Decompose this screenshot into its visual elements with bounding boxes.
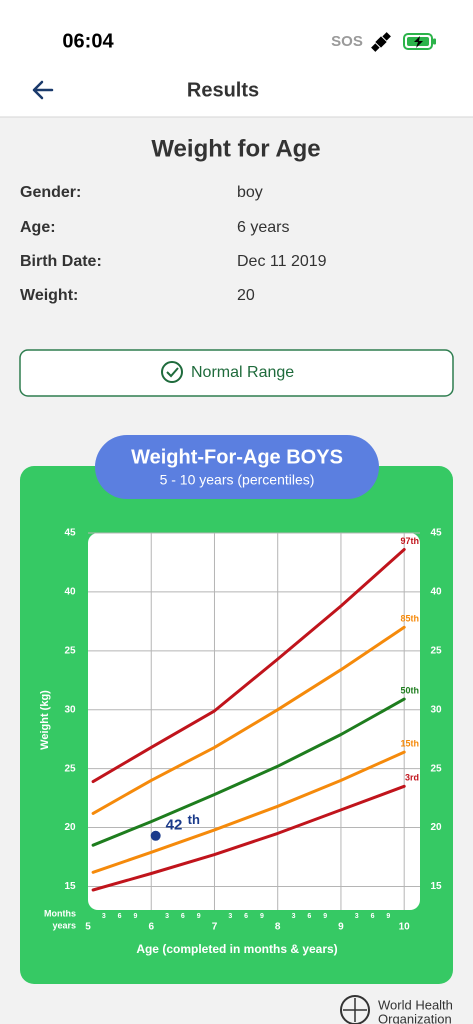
info-label: Birth Date: xyxy=(20,253,102,270)
x-minor-tick-label: 3 xyxy=(228,913,232,920)
x-minor-tick-label: 3 xyxy=(165,913,169,920)
y-tick-label: 25 xyxy=(430,763,442,774)
x-minor-tick-label: 3 xyxy=(292,913,296,920)
x-unit-label: years xyxy=(52,920,76,930)
who-logo xyxy=(340,995,370,1024)
x-minor-tick-label: 6 xyxy=(307,913,311,920)
percentile-line xyxy=(91,548,406,784)
percentile-line xyxy=(91,784,406,892)
info-label: Weight: xyxy=(20,287,78,304)
x-minor-tick-label: 3 xyxy=(355,913,359,920)
x-minor-tick-label: 6 xyxy=(244,913,248,920)
percentile-line xyxy=(91,750,406,874)
x-minor-tick-label: 9 xyxy=(197,913,201,920)
top-bar xyxy=(0,0,473,117)
x-minor-tick-label: 9 xyxy=(133,913,137,920)
info-value: 20 xyxy=(237,287,255,304)
info-value: Dec 11 2019 xyxy=(237,253,327,270)
y-tick-label: 30 xyxy=(430,704,442,715)
button-frame xyxy=(19,349,454,397)
percentile-label: 85th xyxy=(400,614,419,624)
y-tick-label: 15 xyxy=(64,881,76,892)
plot-area xyxy=(88,533,420,910)
y-tick-label: 25 xyxy=(64,645,76,656)
check-mark xyxy=(166,367,179,378)
x-unit-label: Months xyxy=(44,908,76,918)
chart-subtitle: 5 - 10 years (percentiles) xyxy=(160,472,315,488)
percentile-line xyxy=(91,625,406,815)
y-tick-label: 30 xyxy=(64,704,76,715)
y-tick-label: 25 xyxy=(430,645,442,656)
page-title: Weight for Age xyxy=(151,135,320,162)
x-minor-tick-label: 6 xyxy=(181,913,185,920)
clock: 06:04 xyxy=(62,30,114,52)
x-minor-tick-label: 9 xyxy=(323,913,327,920)
percentile-label: 50th xyxy=(400,685,419,695)
y-tick-label: 45 xyxy=(430,528,442,539)
x-minor-tick-label: 6 xyxy=(118,913,122,920)
x-tick-label: 10 xyxy=(399,922,411,933)
battery-icon xyxy=(403,33,436,50)
sos: SOS xyxy=(331,33,363,50)
percentile-line xyxy=(91,697,406,847)
y-tick-label: 20 xyxy=(64,822,76,833)
chart-title-pill xyxy=(95,435,379,499)
percentile-value: 42 xyxy=(166,817,183,834)
y-tick-label: 45 xyxy=(64,528,76,539)
y-tick-label: 20 xyxy=(430,822,442,833)
percentile-label: 97th xyxy=(400,536,419,546)
chart-title: Weight-For-Age BOYS xyxy=(131,446,343,468)
check-icon xyxy=(161,361,183,383)
percentile-label: 3rd xyxy=(405,773,419,783)
x-minor-tick-label: 9 xyxy=(260,913,264,920)
header-title: Results xyxy=(187,79,259,101)
y-tick-label: 25 xyxy=(64,763,76,774)
y-tick-label: 40 xyxy=(430,587,442,598)
back-arrow[interactable] xyxy=(32,80,54,100)
info-value: 6 years xyxy=(237,219,289,236)
org-name: Organization xyxy=(378,1011,452,1024)
x-minor-tick-label: 3 xyxy=(102,913,106,920)
percentile-suffix: th xyxy=(188,812,200,827)
info-value: boy xyxy=(237,184,263,201)
x-minor-tick-label: 6 xyxy=(371,913,375,920)
org-name: World Health xyxy=(378,997,453,1012)
x-axis-title: Age (completed in months & years) xyxy=(136,942,337,956)
y-tick-label: 15 xyxy=(430,881,442,892)
button-label: Normal Range xyxy=(191,364,294,381)
x-tick-label: 5 xyxy=(85,922,91,933)
x-tick-label: 8 xyxy=(275,922,281,933)
percentile-label: 15th xyxy=(400,739,419,749)
x-tick-label: 9 xyxy=(338,922,344,933)
x-tick-label: 6 xyxy=(148,922,154,933)
x-minor-tick-label: 9 xyxy=(386,913,390,920)
y-tick-label: 40 xyxy=(64,587,76,598)
child-point xyxy=(150,830,161,841)
info-label: Age: xyxy=(20,219,56,236)
info-label: Gender: xyxy=(20,184,81,201)
x-tick-label: 7 xyxy=(212,922,218,933)
y-axis-title: Weight (kg) xyxy=(39,690,51,750)
status-button[interactable]: Normal Range xyxy=(19,349,454,397)
